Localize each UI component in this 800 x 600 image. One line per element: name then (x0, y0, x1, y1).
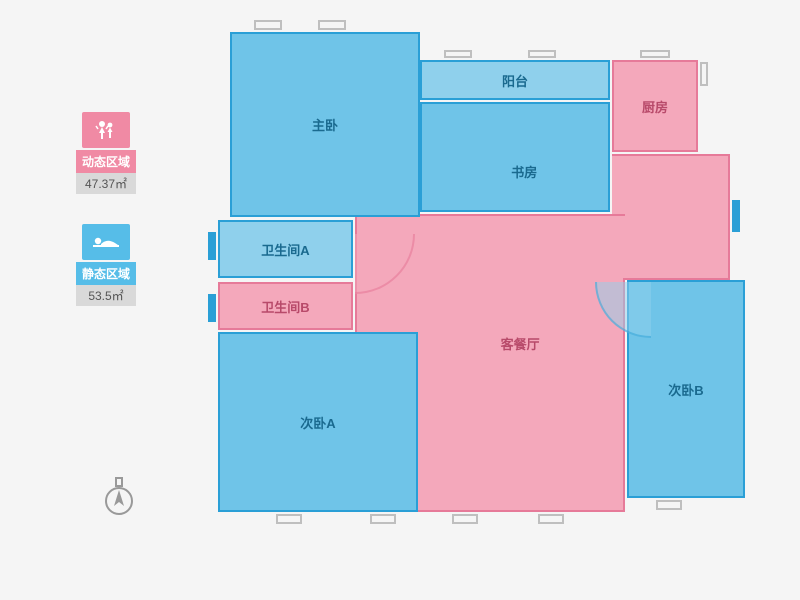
sleep-icon (82, 224, 130, 260)
seam-cover (613, 216, 627, 278)
room-balcony: 阳台 (420, 60, 610, 100)
room-label: 卫生间A (261, 240, 309, 259)
compass-icon (102, 476, 136, 518)
side-mark (208, 232, 216, 260)
people-icon (82, 112, 130, 148)
room-bath-b: 卫生间B (218, 282, 353, 330)
room-label: 次卧B (668, 380, 703, 399)
legend-label-static: 静态区域 (76, 262, 136, 285)
wall-notch (528, 50, 556, 58)
wall-notch (254, 20, 282, 30)
wall-notch (700, 62, 708, 86)
wall-notch (370, 514, 396, 524)
room-label: 厨房 (642, 97, 668, 116)
wall-notch (452, 514, 478, 524)
room-study: 书房 (420, 102, 610, 212)
room-living-ext (612, 154, 730, 280)
room-sec-bed-a: 次卧A (218, 332, 418, 512)
wall-notch (640, 50, 670, 58)
legend: 动态区域 47.37㎡ 静态区域 53.5㎡ (76, 112, 136, 336)
room-label: 阳台 (502, 71, 528, 90)
room-label: 书房 (511, 162, 537, 181)
room-kitchen: 厨房 (612, 60, 698, 152)
wall-notch (656, 500, 682, 510)
legend-item-dynamic: 动态区域 47.37㎡ (76, 112, 136, 194)
legend-item-static: 静态区域 53.5㎡ (76, 224, 136, 306)
legend-label-dynamic: 动态区域 (76, 150, 136, 173)
room-bath-a: 卫生间A (218, 220, 353, 278)
side-mark (732, 200, 740, 232)
wall-notch (318, 20, 346, 30)
legend-value-dynamic: 47.37㎡ (76, 173, 136, 194)
wall-notch (538, 514, 564, 524)
room-label: 主卧 (312, 115, 338, 134)
floorplan: 客餐厅 主卧 阳台 厨房 书房 卫生间A 卫生间B 次卧A 次卧B (200, 20, 760, 530)
side-mark (208, 294, 216, 322)
wall-notch (276, 514, 302, 524)
room-master-bedroom: 主卧 (230, 32, 420, 217)
legend-value-static: 53.5㎡ (76, 285, 136, 306)
room-label: 客餐厅 (501, 334, 540, 353)
room-label: 卫生间B (261, 297, 309, 316)
wall-notch (444, 50, 472, 58)
room-label: 次卧A (300, 413, 335, 432)
